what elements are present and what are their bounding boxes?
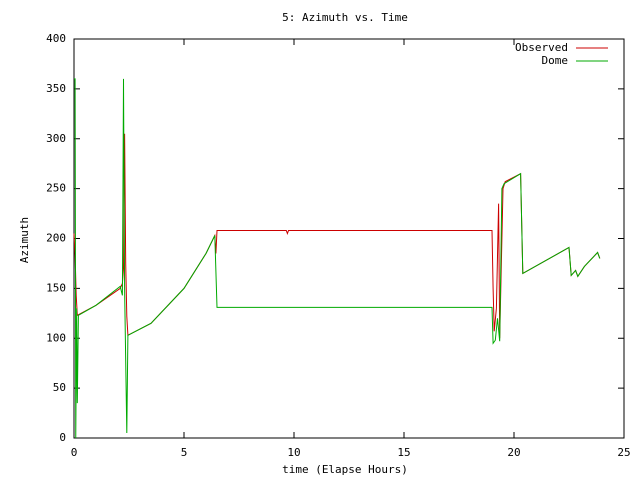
- x-tick-label: 15: [397, 446, 410, 459]
- y-tick-label: 250: [46, 182, 66, 195]
- y-tick-label: 400: [46, 32, 66, 45]
- x-tick-label: 25: [617, 446, 630, 459]
- y-tick-label: 0: [59, 431, 66, 444]
- y-tick-label: 300: [46, 132, 66, 145]
- x-tick-label: 0: [71, 446, 78, 459]
- x-tick-label: 5: [181, 446, 188, 459]
- y-tick-label: 100: [46, 331, 66, 344]
- y-tick-label: 200: [46, 232, 66, 245]
- x-axis-label: time (Elapse Hours): [282, 463, 408, 476]
- y-tick-label: 350: [46, 82, 66, 95]
- y-tick-label: 50: [53, 381, 66, 394]
- chart-title: 5: Azimuth vs. Time: [282, 11, 408, 24]
- x-tick-label: 20: [507, 446, 520, 459]
- series-line: [74, 78, 601, 439]
- y-axis-label: Azimuth: [18, 217, 31, 263]
- legend-label: Observed: [515, 41, 568, 54]
- y-tick-label: 150: [46, 281, 66, 294]
- legend-label: Dome: [542, 54, 569, 67]
- x-tick-label: 10: [287, 446, 300, 459]
